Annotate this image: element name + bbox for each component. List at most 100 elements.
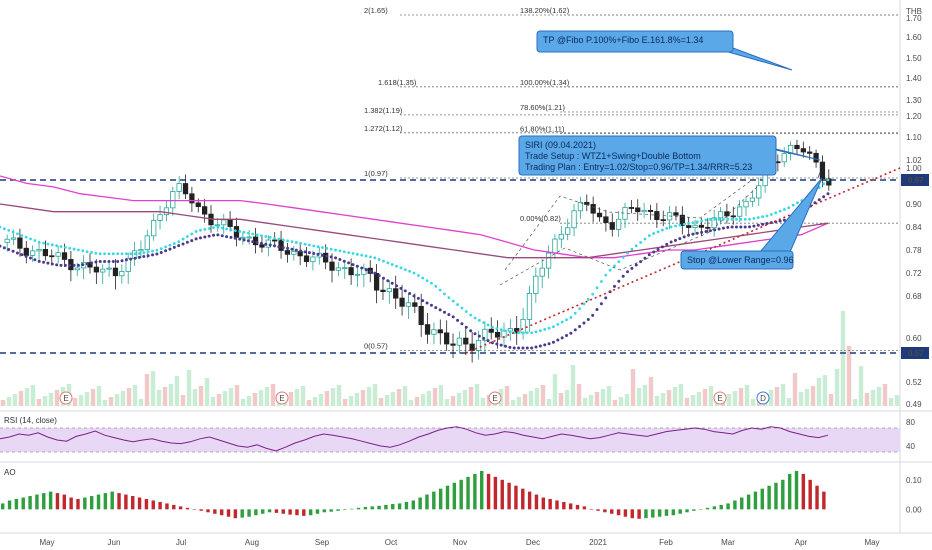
ao-bar [767,485,771,510]
ema-purple-dot [434,306,438,310]
ema-purple-dot [756,223,760,227]
candle-down [23,247,29,256]
volume-bar [504,386,510,406]
volume-bar [648,377,654,406]
ema-purple-dot [63,263,67,267]
ema-cyan-dot [142,251,146,255]
ao-bar [254,509,258,516]
ao-bar [28,496,32,510]
volume-bar [144,374,150,406]
ao-bar [794,470,799,510]
ema-cyan-dot [726,217,730,221]
volume-bar [432,388,438,406]
ao-title: AO [4,468,16,477]
volume-bar [528,391,534,406]
ema-cyan-dot [591,292,595,296]
ao-bar [637,509,641,519]
price-tag-label: 0.97 [908,176,924,185]
ema-cyan-dot [739,217,743,221]
ao-bar [281,509,285,514]
volume-bar [318,394,324,406]
candle-up [577,201,584,212]
ao-bar [21,497,25,510]
ema-cyan-dot [826,178,830,182]
candle-down [42,249,49,257]
ao-bar [267,509,272,513]
volume-bar [138,399,144,406]
ao-bar [425,494,429,510]
ema-purple-dot [665,242,669,246]
volume-bar [858,366,864,406]
candle-up [507,328,513,332]
ema-purple-dot [438,308,442,312]
ema-purple-dot [111,260,115,263]
ema-cyan-dot [316,245,320,249]
volume-bar [786,398,792,406]
ao-bar [603,509,607,513]
price-tick-label: 1.00 [906,164,922,173]
ao-bar [418,497,422,510]
ema-cyan-dot [29,237,32,241]
volume-bar [654,396,660,406]
ema-cyan-dot [120,252,124,256]
ema-cyan-dot [691,221,695,225]
candle-down [227,219,233,227]
ao-bar [623,509,628,517]
ao-bar [42,493,46,510]
ema-purple-dot [425,301,429,305]
ema-cyan-dot [464,310,468,313]
volume-bar [588,395,594,406]
swing-line [499,185,759,286]
candle-down [380,289,386,293]
volume-bar [408,400,414,406]
volume-bar [516,397,522,406]
ema-purple-dot [617,279,621,283]
ema-cyan-dot [369,255,372,259]
ema-cyan-dot [534,330,538,334]
ao-bar [801,473,806,510]
ema-cyan-dot [408,269,412,273]
ema-purple-dot [137,255,141,259]
ema-purple-dot [652,250,656,254]
ao-bar [124,494,128,510]
volume-bar [804,389,810,406]
ema-cyan-dot [255,233,259,237]
ema-cyan-dot [430,281,433,285]
ema-purple-dot [817,198,821,202]
ema-purple-dot [251,240,255,244]
ema-cyan-dot [42,241,45,245]
ema-cyan-dot [708,217,712,221]
candle-up [100,268,106,273]
ema-cyan-dot [63,245,67,249]
volume-bar [300,386,306,406]
volume-bar [894,395,900,406]
volume-bar [624,394,630,406]
volume-bar [18,391,24,406]
ema-purple-dot [408,291,412,295]
ema-purple-dot [395,284,399,288]
candle-up [36,249,42,252]
ao-bar [315,509,320,514]
ao-bar [760,488,764,510]
volume-bar [750,399,756,406]
ema-purple-dot [717,227,721,231]
volume-bar [522,394,528,406]
ao-bar [582,506,587,510]
ao-bar [172,504,176,510]
ema-purple-dot [242,238,246,242]
ema-purple-dot [98,260,102,263]
volume-bar [732,391,738,406]
ema-purple-dot [534,345,538,349]
ema-cyan-dot [98,252,102,256]
candle-down [488,328,494,333]
ema-purple-dot [50,262,54,266]
volume-bar [150,371,156,406]
volume-bar [162,387,168,406]
ema-cyan-dot [7,228,11,232]
volume-bar [384,395,390,406]
volume-bar [708,386,714,406]
ema-purple-dot [682,235,686,239]
ao-bar [568,503,573,510]
volume-bar [42,396,48,406]
volume-bar [216,394,222,406]
